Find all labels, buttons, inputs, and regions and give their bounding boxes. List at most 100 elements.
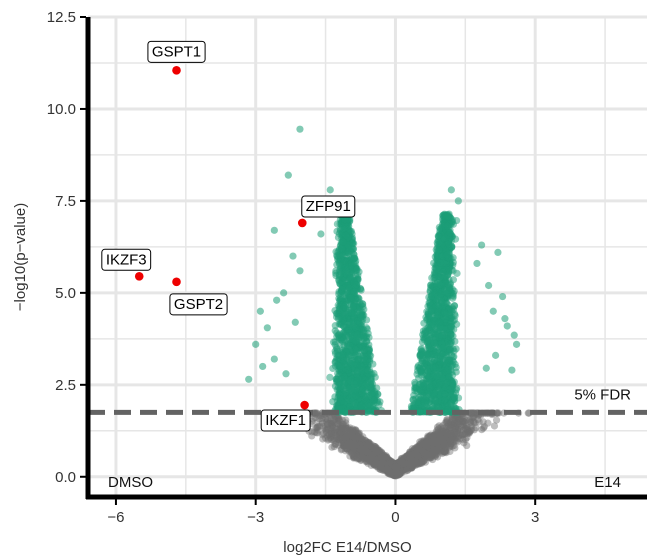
- nonsignificant-point: [413, 443, 421, 451]
- nonsignificant-point: [414, 456, 422, 465]
- grid-lines: [88, 15, 647, 497]
- nonsignificant-point: [347, 430, 355, 438]
- nonsignificant-point: [384, 456, 392, 465]
- nonsignificant-point: [380, 454, 388, 462]
- nonsignificant-point: [420, 447, 428, 456]
- nonsignificant-point: [380, 462, 388, 470]
- nonsignificant-point: [361, 449, 370, 458]
- nonsignificant-point: [459, 431, 467, 439]
- nonsignificant-point: [337, 430, 346, 438]
- nonsignificant-point: [377, 452, 385, 460]
- nonsignificant-point: [390, 464, 398, 473]
- nonsignificant-point: [376, 465, 385, 473]
- nonsignificant-point: [415, 444, 423, 452]
- nonsignificant-point: [433, 430, 442, 438]
- nonsignificant-point: [336, 421, 344, 429]
- nonsignificant-point: [405, 463, 413, 471]
- nonsignificant-point: [379, 456, 387, 464]
- nonsignificant-point: [460, 414, 468, 423]
- nonsignificant-point: [425, 440, 433, 448]
- nonsignificant-point: [390, 468, 399, 476]
- nonsignificant-point: [394, 459, 402, 467]
- nonsignificant-point: [382, 456, 390, 464]
- nonsignificant-point: [348, 426, 356, 434]
- nonsignificant-point: [433, 437, 441, 445]
- nonsignificant-point: [365, 454, 373, 463]
- nonsignificant-point: [338, 425, 347, 433]
- nonsignificant-point: [353, 450, 361, 458]
- nonsignificant-point: [394, 468, 403, 476]
- nonsignificant-point: [375, 456, 383, 464]
- nonsignificant-point: [419, 438, 427, 446]
- nonsignificant-point: [389, 465, 397, 474]
- nonsignificant-point: [352, 434, 360, 442]
- nonsignificant-point: [364, 447, 372, 456]
- nonsignificant-point: [336, 436, 344, 445]
- nonsignificant-point: [408, 454, 416, 462]
- nonsignificant-point: [407, 457, 415, 465]
- significant-point: [357, 402, 365, 410]
- nonsignificant-point: [394, 461, 402, 469]
- nonsignificant-point: [439, 439, 447, 447]
- nonsignificant-point: [386, 458, 394, 466]
- nonsignificant-point: [384, 468, 392, 476]
- nonsignificant-point: [347, 449, 356, 457]
- nonsignificant-point: [362, 443, 371, 452]
- nonsignificant-point: [351, 441, 360, 449]
- nonsignificant-point: [341, 436, 349, 444]
- nonsignificant-point: [382, 458, 390, 466]
- nonsignificant-point: [419, 445, 427, 453]
- nonsignificant-point: [400, 465, 408, 473]
- nonsignificant-point: [371, 447, 379, 456]
- nonsignificant-point: [354, 437, 362, 446]
- nonsignificant-point: [426, 444, 435, 452]
- nonsignificant-point: [350, 438, 359, 446]
- nonsignificant-point: [448, 432, 456, 440]
- nonsignificant-point: [418, 443, 426, 451]
- nonsignificant-point: [346, 445, 354, 454]
- significant-point: [350, 279, 358, 287]
- nonsignificant-point: [347, 435, 355, 443]
- nonsignificant-point: [372, 458, 380, 466]
- nonsignificant-point: [377, 454, 385, 462]
- nonsignificant-point: [394, 466, 402, 474]
- nonsignificant-point: [372, 450, 380, 459]
- nonsignificant-point: [360, 445, 368, 453]
- nonsignificant-point: [350, 444, 358, 452]
- nonsignificant-point: [389, 460, 397, 468]
- significant-point: [332, 313, 341, 321]
- nonsignificant-point: [432, 439, 441, 448]
- nonsignificant-point: [360, 449, 369, 458]
- nonsignificant-point: [386, 457, 395, 465]
- nonsignificant-point: [383, 462, 391, 471]
- nonsignificant-point: [458, 418, 466, 426]
- nonsignificant-point: [402, 458, 410, 466]
- nonsignificant-point: [397, 457, 405, 465]
- nonsignificant-point: [347, 448, 356, 456]
- nonsignificant-point: [451, 424, 459, 432]
- nonsignificant-point: [350, 442, 358, 451]
- nonsignificant-point: [390, 465, 398, 473]
- nonsignificant-point: [450, 414, 458, 422]
- nonsignificant-point: [391, 463, 399, 471]
- nonsignificant-point: [382, 452, 390, 460]
- nonsignificant-point: [338, 430, 347, 438]
- nonsignificant-point: [394, 471, 402, 479]
- nonsignificant-point: [312, 409, 320, 417]
- nonsignificant-point: [357, 450, 365, 458]
- nonsignificant-point: [355, 441, 364, 449]
- nonsignificant-point: [448, 442, 456, 450]
- nonsignificant-point: [442, 442, 450, 450]
- significant-point: [341, 311, 349, 319]
- nonsignificant-point: [362, 448, 370, 456]
- nonsignificant-point: [424, 432, 432, 440]
- nonsignificant-point: [429, 439, 437, 448]
- nonsignificant-point: [416, 448, 425, 456]
- nonsignificant-point: [394, 469, 402, 477]
- nonsignificant-point: [371, 459, 379, 467]
- nonsignificant-point: [435, 431, 444, 439]
- nonsignificant-point: [384, 457, 392, 466]
- nonsignificant-point: [398, 466, 406, 474]
- nonsignificant-point: [404, 461, 412, 469]
- nonsignificant-point: [418, 443, 426, 451]
